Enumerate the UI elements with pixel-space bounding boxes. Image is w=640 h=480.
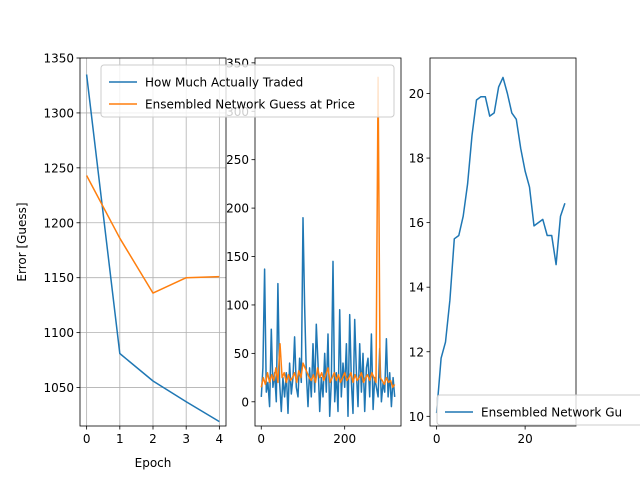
y-tick-label: 0 xyxy=(241,395,249,409)
y-tick-label: 150 xyxy=(226,250,249,264)
y-tick-label: 10 xyxy=(409,410,424,424)
y-tick-label: 1050 xyxy=(43,381,74,395)
series-line-1 xyxy=(435,76,566,414)
y-tick-label: 1300 xyxy=(43,106,74,120)
legend-label: How Much Actually Traded xyxy=(145,76,303,90)
series-line-1 xyxy=(85,74,220,423)
y-tick-label: 14 xyxy=(409,281,424,295)
y-tick-label: 1250 xyxy=(43,161,74,175)
x-tick-label: 0 xyxy=(257,432,265,446)
x-tick-label: 3 xyxy=(182,432,190,446)
y-tick-label: 16 xyxy=(409,216,424,230)
axes-frame xyxy=(429,57,577,427)
legend-panel-1: How Much Actually Traded Ensembled Networ… xyxy=(100,64,395,118)
y-tick-label: 250 xyxy=(226,153,249,167)
x-tick-label: 1 xyxy=(116,432,124,446)
y-tick-label: 100 xyxy=(226,298,249,312)
series-line-2 xyxy=(85,175,220,294)
x-tick-label: 0 xyxy=(433,432,441,446)
x-axis-label: Epoch xyxy=(135,456,172,470)
y-tick-label: 1350 xyxy=(43,52,74,66)
x-tick-label: 20 xyxy=(517,432,532,446)
y-tick-label: 1150 xyxy=(43,271,74,285)
legend-panel-3: Ensembled Network Gu xyxy=(436,394,640,426)
series-line-1 xyxy=(260,217,396,418)
y-tick-label: 1100 xyxy=(43,326,74,340)
y-tick-label: 18 xyxy=(409,152,424,166)
y-tick-label: 50 xyxy=(234,347,249,361)
y-tick-label: 12 xyxy=(409,345,424,359)
axes-frame xyxy=(254,57,402,427)
subplot-1: 0 1 2 3 4 1050 1100 1150 1200 1250 1300 1350 Epoch Er… xyxy=(15,52,227,470)
subplot-3: 0 20 10 12 14 16 18 20 xyxy=(409,57,577,446)
y-axis-label: Error [Guess] xyxy=(15,202,29,281)
x-tick-label: 4 xyxy=(216,432,224,446)
series-line-2 xyxy=(260,76,396,389)
x-tick-label: 2 xyxy=(149,432,157,446)
y-tick-label: 1200 xyxy=(43,216,74,230)
x-tick-label: 200 xyxy=(333,432,356,446)
y-tick-label: 200 xyxy=(226,202,249,216)
legend-label: Ensembled Network Guess at Price xyxy=(145,98,355,112)
y-tick-label: 20 xyxy=(409,87,424,101)
x-tick-label: 0 xyxy=(83,432,91,446)
legend-label: Ensembled Network Gu xyxy=(481,406,622,420)
